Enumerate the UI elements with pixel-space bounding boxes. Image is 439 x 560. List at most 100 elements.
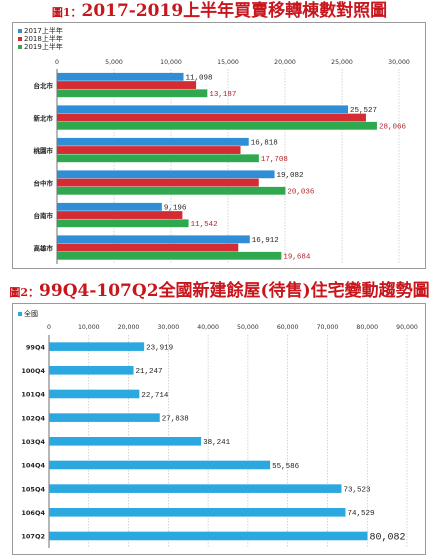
figure2-title-text: 99Q4-107Q2全國新建餘屋(待售)住宅變動趨勢圖 <box>39 281 430 301</box>
chart2-category-label: 101Q4 <box>21 391 45 399</box>
chart1-bar <box>57 251 282 260</box>
chart1-panel: 0 5,000 10,000 15,000 20,000 25,000 30,000 台北市 1… <box>12 22 426 269</box>
chart2-category-label: 102Q4 <box>21 414 45 422</box>
chart2-category-label: 99Q4 <box>26 343 46 351</box>
chart1-tick-label: 30,000 <box>388 59 410 66</box>
chart2-data-label: 73,523 <box>343 486 371 494</box>
chart1-bar <box>57 89 208 98</box>
chart2-category-label: 100Q4 <box>21 367 45 375</box>
figure2-title: 圖2：99Q4-107Q2全國新建餘屋(待售)住宅變動趨勢圖 <box>0 279 439 303</box>
chart2-tick-label: 90,000 <box>396 324 418 331</box>
chart2-tick-label: 0 <box>47 324 51 331</box>
chart1-legend-label: 2017上半年 <box>24 27 63 35</box>
chart1-tick-label: 10,000 <box>160 59 182 66</box>
chart2-bar <box>49 366 134 375</box>
chart1-bar <box>57 121 377 130</box>
chart1-legend-item: 2017上半年 <box>18 27 63 35</box>
chart1-tick-label: 0 <box>55 59 59 66</box>
chart1-data-label: 19,082 <box>277 172 304 180</box>
chart1-tick-label: 15,000 <box>217 59 239 66</box>
chart1-bar <box>57 81 197 89</box>
chart1-bar <box>57 113 366 122</box>
chart1-data-label: 25,527 <box>350 107 377 115</box>
chart2-bar <box>49 413 160 422</box>
chart2-category-label: 107Q2 <box>21 533 45 541</box>
chart2-data-label: 27,838 <box>162 415 189 423</box>
chart1-legend-swatch <box>18 45 22 49</box>
chart1-data-label: 16,818 <box>251 140 278 148</box>
chart1-category-label: 新北市 <box>34 113 54 122</box>
chart1-data-label: 28,066 <box>379 124 407 132</box>
chart1-data-label: 9,196 <box>164 205 187 213</box>
chart2-legend: 全國 <box>18 310 38 318</box>
chart2-legend-swatch <box>18 312 22 316</box>
chart1-bar <box>57 202 162 211</box>
chart2-data-label: 38,241 <box>203 439 231 447</box>
chart1-category-label: 台中市 <box>34 178 54 187</box>
chart1-bar <box>57 219 189 228</box>
figure2-title-number: 圖2： <box>9 286 40 299</box>
chart2-category-label: 103Q4 <box>21 438 45 446</box>
chart1-data-label: 20,036 <box>287 189 315 197</box>
chart2-tick-label: 40,000 <box>197 324 219 331</box>
chart2-bar <box>49 389 140 399</box>
chart1-svg: 0 5,000 10,000 15,000 20,000 25,000 30,000 台北市 1… <box>34 59 410 264</box>
chart2-category-label: 106Q4 <box>21 509 45 517</box>
chart1-category-label: 高雄市 <box>34 243 54 252</box>
chart2-bar <box>49 484 342 493</box>
chart1-bar <box>57 137 249 146</box>
chart2-bar <box>49 531 368 541</box>
chart2-bar <box>49 508 346 517</box>
chart2-bar <box>49 460 271 470</box>
chart2-data-label: 74,529 <box>347 510 374 518</box>
chart1-legend-item: 2018上半年 <box>18 35 63 43</box>
chart1-data-label: 13,187 <box>209 91 236 99</box>
chart1-legend-label: 2018上半年 <box>24 35 63 43</box>
chart1-bar <box>57 146 241 154</box>
figure1-title-number: 圖1： <box>51 6 82 19</box>
chart1-bar <box>57 211 183 219</box>
chart1-bar <box>57 105 349 114</box>
chart1-bar <box>57 235 250 244</box>
chart2-data-label: 80,082 <box>370 533 406 544</box>
chart2-data-label: 22,714 <box>141 392 169 400</box>
chart1-bar <box>57 154 259 163</box>
chart1-data-label: 19,684 <box>283 254 311 262</box>
figure1-title-text: 2017-2019上半年買賣移轉棟數對照圖 <box>81 1 388 21</box>
chart1-legend-item: 2019上半年 <box>18 43 63 51</box>
chart2-tick-label: 80,000 <box>356 324 378 331</box>
chart1-legend-swatch <box>18 37 22 41</box>
chart1-data-label: 11,542 <box>191 221 218 229</box>
chart1-legend-swatch <box>18 29 22 33</box>
chart2-category-label: 104Q4 <box>21 462 45 470</box>
chart1-tick-label: 5,000 <box>105 59 123 66</box>
chart2-legend-item: 全國 <box>18 310 38 318</box>
chart1-bar <box>57 243 239 252</box>
chart1-legend-label: 2019上半年 <box>24 43 63 51</box>
chart2-tick-label: 70,000 <box>317 324 339 331</box>
chart2-bar <box>49 437 202 446</box>
chart2-tick-label: 20,000 <box>118 324 140 331</box>
chart2-data-label: 21,247 <box>136 368 163 376</box>
chart2-legend-label: 全國 <box>24 310 38 318</box>
chart1-category-label: 台北市 <box>34 81 54 90</box>
chart2-tick-label: 60,000 <box>277 324 299 331</box>
chart2-svg: 0 10,000 20,000 30,000 40,000 50,000 60,000 70,… <box>21 324 418 548</box>
chart2-tick-label: 10,000 <box>78 324 100 331</box>
chart1-category-label: 桃園市 <box>34 146 54 155</box>
chart1-bar <box>57 178 259 187</box>
chart1-legend: 2017上半年 2018上半年 2019上半年 <box>18 27 63 51</box>
chart2-panel: 0 10,000 20,000 30,000 40,000 50,000 60,000 70,… <box>12 303 426 555</box>
chart1-category-label: 台南市 <box>34 211 54 220</box>
chart1-data-label: 16,912 <box>252 237 279 245</box>
chart1-bar <box>57 72 184 81</box>
chart1-data-label: 11,098 <box>186 75 213 83</box>
chart2-data-label: 55,586 <box>272 463 300 471</box>
chart2-bar <box>49 342 145 351</box>
chart1-data-label: 17,708 <box>261 156 288 164</box>
chart1-bar <box>57 170 275 179</box>
chart2-category-label: 105Q4 <box>21 485 45 493</box>
chart1-tick-label: 20,000 <box>274 59 296 66</box>
chart2-data-label: 23,919 <box>146 344 173 352</box>
chart2-tick-label: 50,000 <box>237 324 259 331</box>
